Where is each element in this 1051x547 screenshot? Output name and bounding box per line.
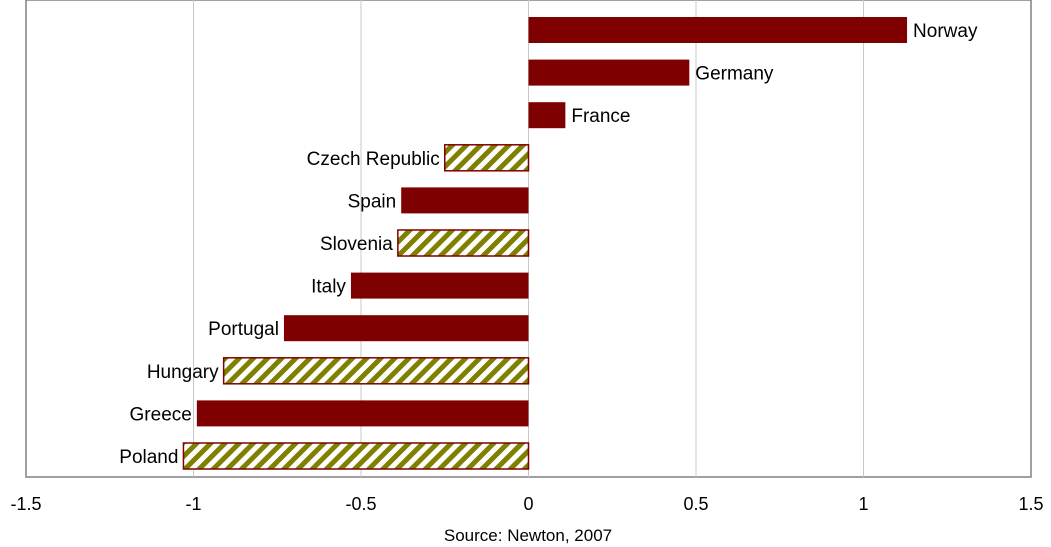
category-label: Czech Republic [307, 149, 440, 170]
x-tick-label: 0 [523, 494, 533, 514]
bar-portugal [283, 315, 529, 342]
x-tick-label: 1 [858, 494, 868, 514]
category-label: Greece [130, 404, 192, 425]
x-tick-label: 0.5 [683, 494, 708, 514]
bar-greece [196, 400, 529, 427]
x-tick-label: -0.5 [345, 494, 376, 514]
bar-poland [182, 442, 530, 470]
category-label: Spain [348, 191, 397, 212]
bar-italy [350, 272, 529, 299]
category-label: Norway [913, 21, 978, 42]
x-tick-label: -1 [185, 494, 201, 514]
bar-czech-republic [444, 144, 530, 172]
category-label: Portugal [208, 319, 279, 340]
bar-france [528, 102, 566, 129]
bars [182, 17, 908, 470]
bar-slovenia [397, 229, 530, 257]
bar-norway [528, 17, 908, 43]
category-labels: Norway Germany France Czech Republic Spain Sl… [119, 21, 978, 468]
x-tick-label: -1.5 [10, 494, 41, 514]
category-label: Slovenia [320, 234, 393, 255]
category-label: Poland [119, 447, 178, 468]
category-label: Germany [695, 64, 774, 85]
bar-germany [528, 59, 690, 86]
x-axis-ticks: -1.5 -1 -0.5 0 0.5 1 1.5 [10, 494, 1043, 514]
category-label: Hungary [147, 362, 219, 383]
category-label: Italy [311, 277, 346, 298]
category-label: France [571, 106, 630, 127]
x-tick-label: 1.5 [1018, 494, 1043, 514]
bar-spain [401, 187, 529, 214]
x-axis-label: Source: Newton, 2007 [444, 526, 612, 545]
bar-hungary [222, 357, 530, 385]
